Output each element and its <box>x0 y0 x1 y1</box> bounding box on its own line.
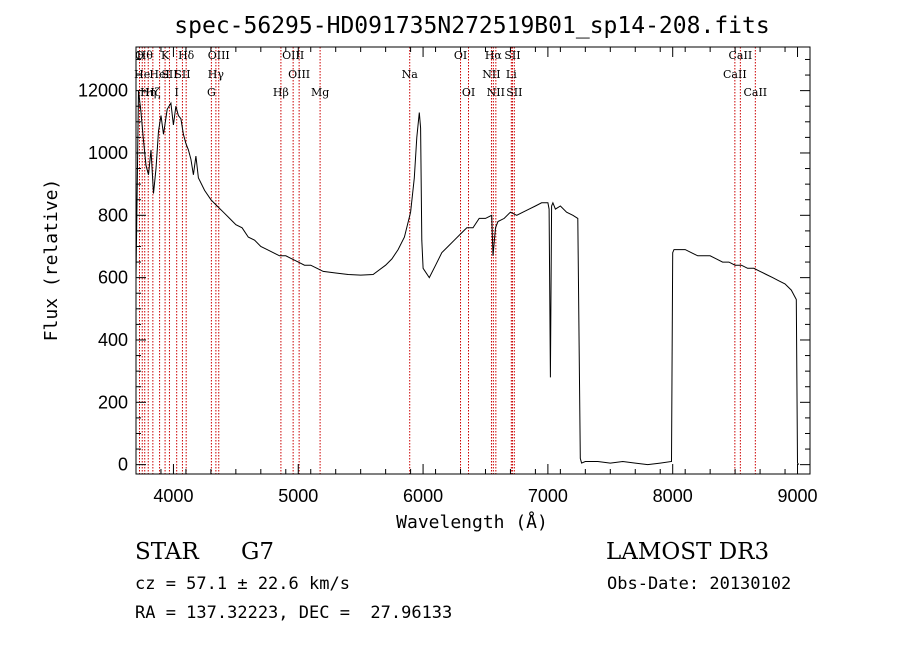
y-tick-label: 1000 <box>88 143 128 163</box>
survey-name: LAMOST DR3 <box>606 539 770 565</box>
line-marker-label: SII <box>506 86 522 99</box>
y-tick-label: 400 <box>98 330 128 350</box>
y-axis-label: Flux (relative) <box>41 179 62 342</box>
x-axis-label: Wavelength (Å) <box>396 511 548 533</box>
line-marker-label: Mg <box>311 86 329 99</box>
line-marker-label: SII <box>161 68 177 81</box>
line-marker-label: NII <box>487 86 505 99</box>
y-axis: 0 200 400 600 800 1000 12000 <box>78 58 810 475</box>
y-tick-label: 200 <box>98 392 128 412</box>
line-marker-label: OIII <box>288 68 310 81</box>
line-marker-label: SII <box>174 68 190 81</box>
coordinates: RA = 137.32223, DEC = 27.96133 <box>135 603 453 623</box>
x-tick-label: 7000 <box>528 486 568 506</box>
chart-title: spec-56295-HD091735N272519B01_sp14-208.f… <box>174 13 769 39</box>
line-marker-label: G <box>207 86 216 99</box>
spectrum-line <box>135 90 800 466</box>
x-tick-label: 4000 <box>153 486 193 506</box>
line-marker-label: CaII <box>743 86 767 99</box>
line-marker-label: SII <box>504 49 520 62</box>
x-tick-label: 9000 <box>777 486 817 506</box>
y-tick-label: 600 <box>98 268 128 288</box>
redshift-value: cz = 57.1 ± 22.6 km/s <box>135 574 350 594</box>
line-marker-label: Na <box>402 68 419 81</box>
line-marker-label: K <box>161 49 170 62</box>
object-type: STAR <box>135 539 199 565</box>
line-marker-label: Hα <box>485 49 503 62</box>
line-marker-label: Hθ <box>137 49 154 62</box>
line-marker-label: O <box>135 49 144 62</box>
object-subclass: G7 <box>241 539 275 565</box>
line-marker-label: OI <box>462 86 475 99</box>
x-tick-label: 8000 <box>653 486 693 506</box>
x-tick-label: 6000 <box>403 486 443 506</box>
line-marker-labels: OHeHθHηHζHeIKSIIISIIHδGHγOIIIHβOIIIOIIIM… <box>134 49 767 99</box>
x-axis: 4000 5000 6000 7000 8000 9000 <box>135 47 818 506</box>
line-marker-label: OI <box>454 49 467 62</box>
line-markers <box>138 47 756 474</box>
line-marker-label: CaII <box>729 49 753 62</box>
x-tick-label: 5000 <box>278 486 318 506</box>
line-marker-label: Hγ <box>208 68 225 81</box>
plot-frame <box>135 46 811 475</box>
line-marker-label: Hζ <box>145 86 161 99</box>
line-marker-label: Hη <box>140 86 156 99</box>
line-marker-label: He <box>134 68 150 81</box>
line-marker-label: Li <box>506 68 517 81</box>
y-tick-label: 12000 <box>78 81 128 101</box>
obs-date: Obs-Date: 20130102 <box>607 574 792 594</box>
line-marker-label: CaII <box>723 68 747 81</box>
line-marker-label: Hδ <box>178 49 195 62</box>
line-marker-label: Hβ <box>273 86 289 99</box>
line-marker-label: HeI <box>149 68 169 81</box>
y-tick-label: 800 <box>98 205 128 225</box>
line-marker-label: NII <box>482 68 500 81</box>
line-marker-label: I <box>175 86 179 99</box>
line-marker-label: OIII <box>208 49 230 62</box>
y-tick-label: 0 <box>118 455 128 475</box>
